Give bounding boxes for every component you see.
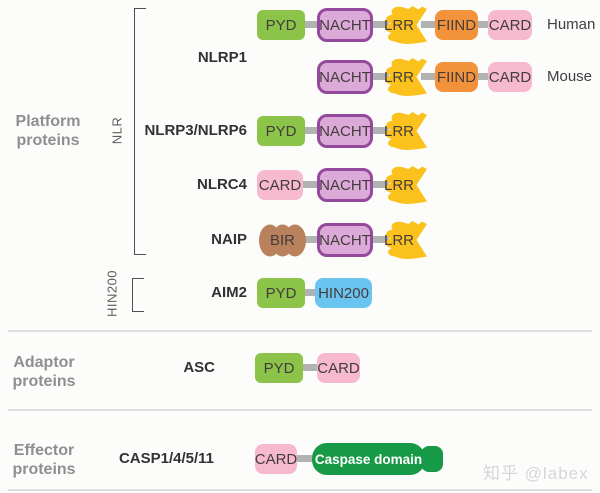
lrr-shape: [385, 58, 427, 96]
protein-name-aim2: AIM2: [211, 284, 247, 301]
domain-connector: [365, 21, 389, 28]
caspase-domain-label: Caspase domain: [312, 443, 425, 475]
section-label-adaptor: Adaptor proteins: [12, 354, 76, 390]
domain-connector: [365, 181, 389, 188]
domain-connector: [297, 21, 325, 28]
domain-connector: [295, 364, 325, 371]
lrr-domain: LRR: [381, 57, 429, 97]
lrr-domain-label: LRR: [383, 16, 414, 34]
nacht-domain: NACHT: [317, 8, 373, 42]
protein-name-naip: NAIP: [211, 231, 247, 248]
lrr-shape: [385, 166, 427, 204]
variant-label-mouse: Mouse: [547, 68, 593, 85]
domain-connector: [297, 289, 323, 296]
lrr-domain-label: LRR: [383, 68, 414, 86]
card-domain: CARD: [257, 170, 303, 200]
nacht-domain: NACHT: [317, 223, 373, 257]
domain-connector: [470, 73, 496, 80]
protein-name-nlrp1: NLRP1: [197, 49, 247, 66]
card-domain: CARD: [317, 353, 360, 383]
lrr-shape: [385, 112, 427, 150]
pyd-domain: PYD: [257, 278, 305, 308]
domain-connector: [297, 127, 325, 134]
lrr-domain: LRR: [381, 165, 429, 205]
lrr-domain-label: LRR: [383, 176, 414, 194]
domain-connector: [365, 127, 389, 134]
watermark: 知乎 @labex: [483, 464, 589, 483]
section-divider: [8, 489, 592, 491]
fiind-domain: FIIND: [435, 62, 478, 92]
hin200-domain: HIN200: [315, 278, 372, 308]
domain-connector: [421, 73, 443, 80]
section-label-effector: Effector proteins: [12, 442, 76, 478]
protein-name-nlrc4: NLRC4: [196, 176, 247, 193]
bir-shape: [259, 224, 306, 257]
domain-connector: [295, 181, 325, 188]
section-divider: [8, 409, 592, 411]
variant-label-human: Human: [547, 16, 596, 33]
lrr-domain-label: LRR: [383, 122, 414, 140]
bir-domain: BIR: [259, 224, 306, 257]
protein-name-asc: ASC: [183, 359, 215, 376]
pyd-domain: PYD: [255, 353, 303, 383]
card-domain: CARD: [255, 444, 297, 474]
domain-connector: [365, 236, 389, 243]
caspase-domain: Caspase domain: [312, 443, 443, 475]
fiind-domain: FIIND: [435, 10, 478, 40]
section-divider: [8, 330, 592, 332]
lrr-domain: LRR: [381, 111, 429, 151]
domain-connector: [421, 21, 443, 28]
domain-connector: [298, 236, 325, 243]
pyd-domain: PYD: [257, 10, 305, 40]
protein-name-nlrp3-nlrp6: NLRP3/NLRP6: [144, 122, 247, 139]
domain-connector: [365, 73, 389, 80]
section-label-platform: Platform proteins: [15, 113, 81, 149]
hin200-bracket: [132, 278, 144, 312]
domain-connector: [289, 455, 320, 462]
card-domain: CARD: [488, 10, 532, 40]
caspase-domain-bump: [421, 446, 443, 472]
pyd-domain: PYD: [257, 116, 305, 146]
nacht-domain: NACHT: [317, 60, 373, 94]
lrr-domain: LRR: [381, 5, 429, 45]
card-domain: CARD: [488, 62, 532, 92]
lrr-domain-label: LRR: [383, 231, 414, 249]
lrr-shape: [385, 221, 427, 259]
bir-domain-label: BIR: [269, 232, 295, 249]
domain-connector: [470, 21, 496, 28]
protein-name-casp1-4-5-11: CASP1/4/5/11: [118, 450, 214, 467]
nacht-domain: NACHT: [317, 168, 373, 202]
lrr-domain: LRR: [381, 220, 429, 260]
lrr-shape: [385, 6, 427, 44]
nacht-domain: NACHT: [317, 114, 373, 148]
nlr-bracket: [134, 8, 146, 255]
